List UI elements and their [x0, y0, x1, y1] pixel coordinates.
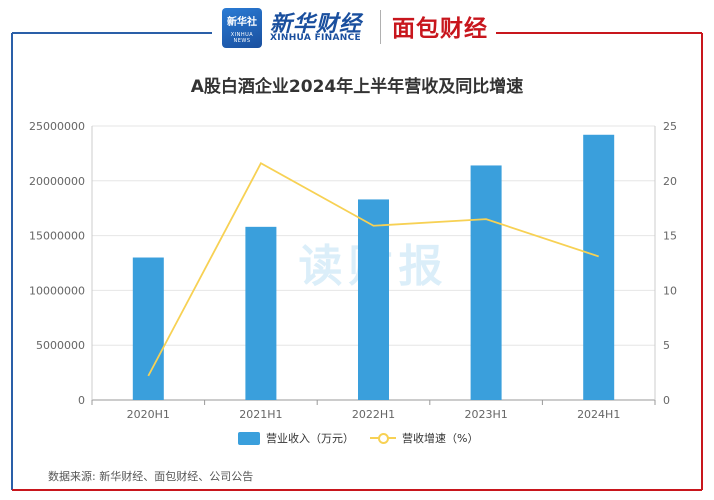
bar [358, 199, 389, 400]
x-tick-label: 2023H1 [464, 408, 507, 421]
legend: 营业收入（万元） 营收增速（%） [0, 428, 714, 448]
y-right-tick-label: 15 [663, 230, 677, 243]
chart-title: A股白酒企业2024年上半年营收及同比增速 [190, 77, 524, 97]
logo-cn-text: 新华社 [227, 17, 257, 28]
logo-en-text: XINHUA NEWS [230, 32, 254, 44]
x-tick-label: 2022H1 [352, 408, 395, 421]
brand-cn: 新华财经 [270, 11, 363, 37]
bar [583, 134, 615, 400]
legend-item-revenue[interactable]: 营业收入（万元） [238, 428, 354, 448]
y-left-tick-label: 15000000 [29, 230, 85, 243]
brand-en: XINHUA FINANCE [270, 33, 361, 43]
legend-line-swatch [370, 431, 396, 445]
bar [245, 226, 277, 400]
legend-label-growth: 营收增速（%） [402, 432, 479, 445]
y-right-tick-label: 10 [663, 284, 677, 297]
y-right-tick-label: 20 [663, 175, 677, 188]
y-left-tick-label: 5000000 [36, 339, 85, 352]
y-right-tick-label: 5 [663, 339, 670, 352]
partner-logo: 面包财经 [392, 16, 488, 42]
legend-bar-swatch [238, 431, 260, 445]
legend-label-revenue: 营业收入（万元） [266, 432, 354, 445]
xinhua-news-logo: 新华社 XINHUA NEWS [222, 8, 262, 48]
data-source: 数据来源: 新华财经、面包财经、公司公告 [48, 470, 254, 483]
bar [132, 257, 164, 400]
x-tick-label: 2024H1 [577, 408, 620, 421]
growth-line [147, 162, 599, 377]
y-right-tick-label: 25 [663, 120, 677, 133]
y-right-tick-label: 0 [663, 394, 670, 407]
y-left-tick-label: 25000000 [29, 120, 85, 133]
legend-item-growth[interactable]: 营收增速（%） [370, 428, 478, 448]
x-tick-label: 2021H1 [239, 408, 282, 421]
bar [470, 165, 502, 400]
y-left-tick-label: 10000000 [29, 284, 85, 297]
header-divider [380, 10, 381, 44]
y-left-tick-label: 20000000 [29, 175, 85, 188]
x-tick-label: 2020H1 [127, 408, 170, 421]
y-left-tick-label: 0 [78, 394, 85, 407]
